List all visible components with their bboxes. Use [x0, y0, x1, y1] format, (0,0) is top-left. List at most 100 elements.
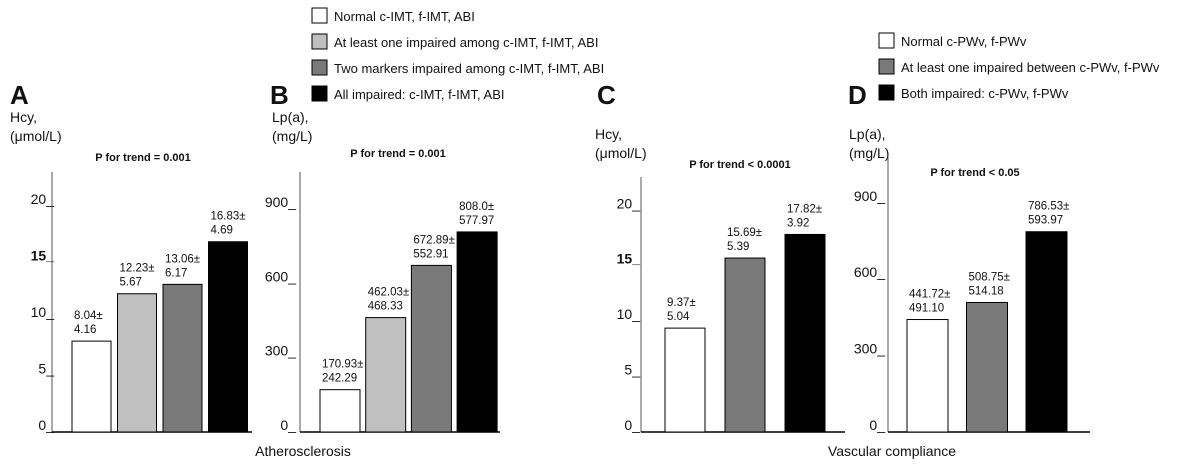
y-tick-label: 10_ [617, 306, 641, 322]
data-label-mean: 16.83± [211, 211, 246, 223]
data-label-mean: 786.53± [1028, 201, 1070, 213]
data-label-sd: 593.97 [1028, 215, 1063, 227]
y-axis-label: Hcy, [595, 126, 622, 142]
legend-label: Both impaired: c-PWv, f-PWv [901, 86, 1069, 101]
bar [1025, 231, 1068, 433]
data-label-sd: 242.29 [322, 373, 357, 385]
bar [319, 389, 361, 433]
legend-vascular-compliance: Normal c-PWv, f-PWv At least one impaired… [878, 32, 1160, 101]
data-label-sd: 4.16 [74, 324, 96, 336]
bar [664, 327, 706, 433]
bar [410, 264, 452, 433]
y-tick-label: 600_ [265, 268, 296, 284]
legend-label: All impaired: c-IMT, f-IMT, ABI [334, 87, 504, 102]
chart-panel-c: C Hcy, (μmol/L) P for trend < 0.0001 0_ 5_ 10_… [595, 80, 845, 433]
panel-letter: D [848, 80, 867, 110]
data-label-sd: 552.91 [413, 248, 448, 260]
legend-swatch [878, 84, 895, 101]
p-trend-label: P for trend = 0.001 [350, 148, 445, 160]
legend-swatch [311, 85, 328, 102]
y-tick-label: 20_ [31, 191, 55, 207]
y-tick-label: 20_ [617, 195, 641, 211]
data-label-mean: 441.72± [909, 289, 951, 301]
data-label-sd: 491.10 [909, 303, 944, 315]
y-axis-label: (μmol/L) [10, 128, 62, 144]
legend-label: Two markers impaired among c-IMT, f-IMT,… [334, 61, 604, 76]
legend-swatch [311, 7, 328, 24]
panel-letter: A [10, 80, 29, 110]
data-label-mean: 170.93± [322, 359, 364, 371]
data-label-sd: 514.18 [969, 285, 1004, 297]
legend-label: Normal c-PWv, f-PWv [901, 34, 1027, 49]
data-label-mean: 8.04± [74, 310, 103, 322]
panel-letter: B [270, 80, 289, 110]
y-tick-label: 5_ [38, 360, 54, 376]
y-tick-label: 0_ [38, 417, 54, 433]
y-axis-label: Hcy, [10, 109, 37, 125]
y-axis-label: (μmol/L) [595, 145, 647, 161]
bar [162, 283, 203, 433]
legend-swatch [311, 33, 328, 50]
data-label-mean: 808.0± [459, 201, 494, 213]
data-label-sd: 6.17 [165, 267, 187, 279]
data-label-mean: 13.06± [165, 253, 200, 265]
y-axis-label: Lp(a), [849, 126, 886, 142]
y-tick-label: 0_ [624, 417, 640, 433]
y-tick-label: 15_ [31, 247, 55, 263]
p-trend-label: P for trend < 0.0001 [689, 159, 791, 171]
bar [208, 241, 248, 433]
y-axis-label: (mg/L) [272, 128, 312, 144]
y-tick-label: 10_ [31, 304, 55, 320]
y-axis-label: Lp(a), [272, 109, 309, 125]
legend-label: At least one impaired among c-IMT, f-IMT… [334, 35, 598, 50]
chart-panel-d: D Lp(a), (mg/L) P for trend < 0.05 0_ 300_ 600… [848, 80, 1090, 433]
y-tick-label: 300_ [265, 343, 296, 359]
bar [906, 319, 949, 433]
data-label-mean: 12.23± [120, 263, 155, 275]
data-label-sd: 3.92 [787, 217, 809, 229]
data-label-mean: 15.69± [727, 227, 762, 239]
y-tick-label: 300_ [854, 341, 885, 357]
legend-label: Normal c-IMT, f-IMT, ABI [334, 9, 475, 24]
y-tick-label: 900_ [265, 194, 296, 210]
bar [71, 340, 112, 433]
legend-atherosclerosis: Normal c-IMT, f-IMT, ABI At least one imp… [311, 7, 604, 102]
y-tick-label: 0_ [280, 417, 296, 433]
data-label-sd: 5.39 [727, 241, 749, 253]
y-axis-label: (mg/L) [849, 145, 889, 161]
data-label-mean: 672.89± [413, 234, 455, 246]
panel-letter: C [597, 80, 616, 110]
data-label-mean: 462.03± [368, 287, 410, 299]
y-tick-label: 5_ [624, 362, 640, 378]
data-label-sd: 577.97 [459, 215, 494, 227]
data-label-mean: 9.37± [667, 297, 696, 309]
p-trend-label: P for trend < 0.05 [930, 167, 1019, 179]
data-label-sd: 5.67 [120, 277, 142, 289]
y-tick-label: 0_ [869, 417, 885, 433]
group-label-atherosclerosis: Atherosclerosis [255, 443, 351, 459]
legend-swatch [878, 32, 895, 49]
bar [365, 317, 407, 433]
bar [784, 233, 826, 433]
bar [724, 257, 766, 433]
y-tick-label: 15_ [617, 251, 641, 267]
y-tick-label: 900_ [854, 188, 885, 204]
data-label-sd: 5.04 [667, 311, 690, 323]
bar [117, 293, 157, 433]
group-label-vascular-compliance: Vascular compliance [828, 443, 956, 459]
bar [456, 231, 498, 433]
legend-swatch [311, 59, 328, 76]
y-tick-label: 600_ [854, 264, 885, 280]
p-trend-label: P for trend = 0.001 [95, 152, 190, 164]
data-label-sd: 4.69 [211, 225, 233, 237]
legend-label: At least one impaired between c-PWv, f-P… [901, 60, 1160, 75]
data-label-mean: 508.75± [969, 271, 1011, 283]
legend-swatch [878, 58, 895, 75]
bar [966, 301, 1008, 433]
chart-panel-b: BLp(a), (mg/L) P for trend = 0.001 0_ 300_ 60… [265, 80, 500, 433]
data-label-mean: 17.82± [787, 203, 822, 215]
